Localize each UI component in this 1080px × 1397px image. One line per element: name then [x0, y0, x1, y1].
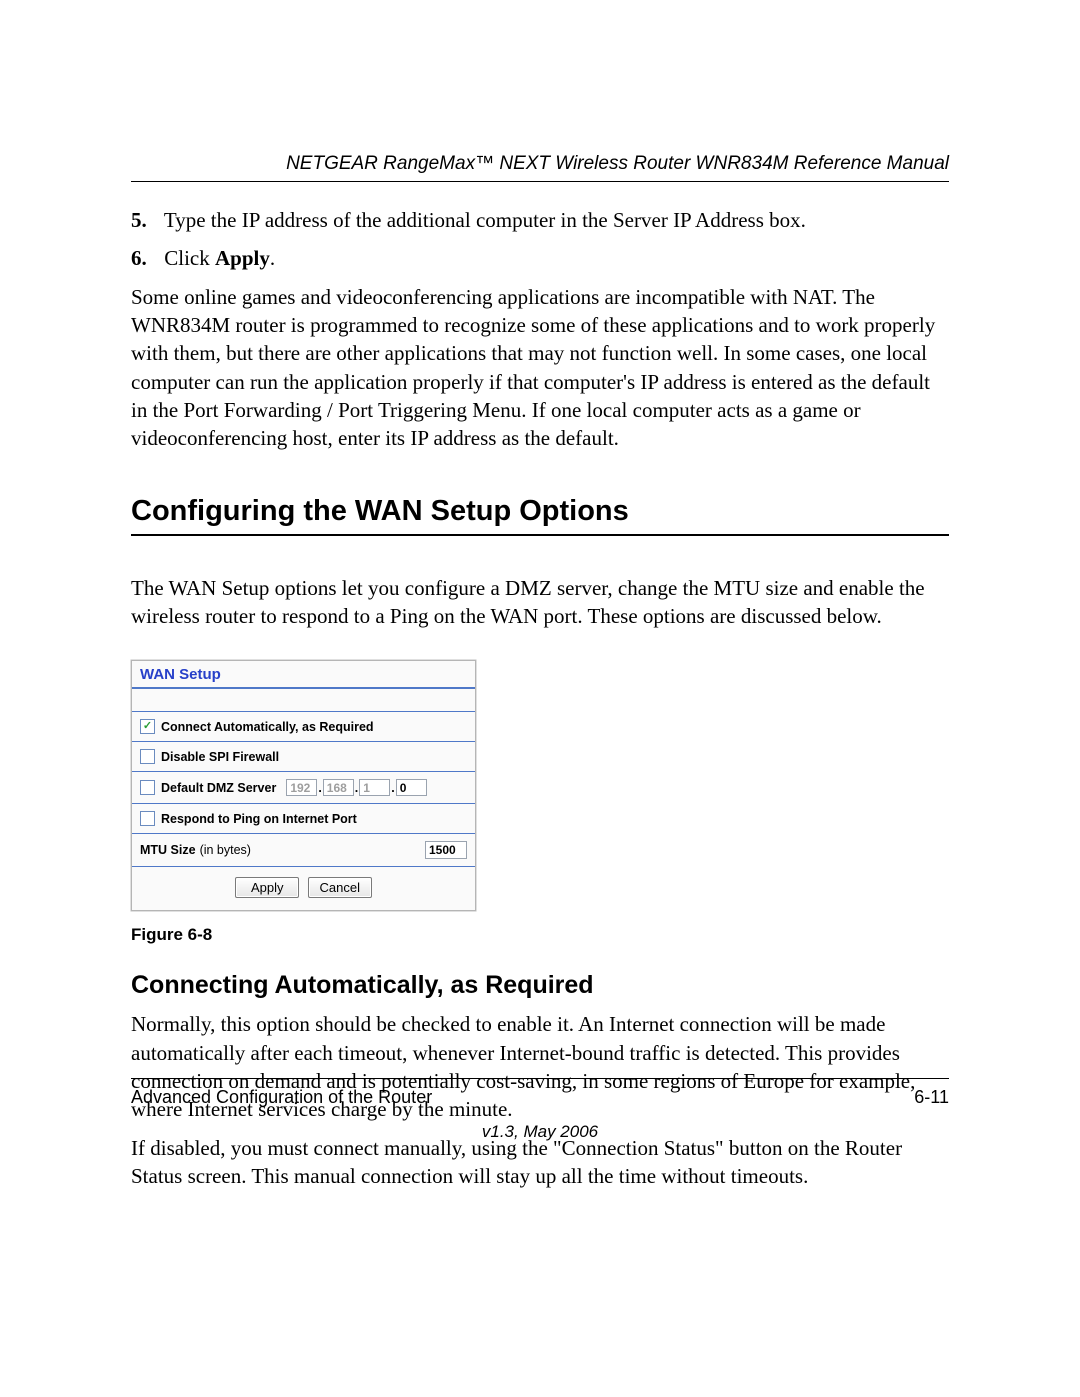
dmz-ip-octet-1[interactable]: 192 [286, 779, 317, 796]
heading-connect-auto: Connecting Automatically, as Required [131, 971, 949, 1000]
ip-dot: . [391, 781, 394, 795]
footer-rule [131, 1078, 949, 1079]
row-respond-ping: Respond to Ping on Internet Port [132, 803, 475, 833]
heading-wan-setup: Configuring the WAN Setup Options [131, 495, 949, 528]
ip-dot: . [355, 781, 358, 795]
dmz-ip-octet-3[interactable]: 1 [359, 779, 390, 796]
heading-rule [131, 534, 949, 536]
step-6: 6. Click Apply. [131, 244, 949, 272]
checkbox-connect-auto[interactable]: ✓ [140, 719, 155, 734]
figure-caption: Figure 6-8 [131, 925, 949, 945]
row-disable-spi: Disable SPI Firewall [132, 741, 475, 771]
wan-setup-panel: WAN Setup ✓ Connect Automatically, as Re… [131, 660, 476, 911]
footer-left: Advanced Configuration of the Router [131, 1087, 432, 1108]
document-page: NETGEAR RangeMax™ NEXT Wireless Router W… [0, 0, 1080, 1397]
label-connect-auto: Connect Automatically, as Required [161, 720, 374, 734]
label-disable-spi: Disable SPI Firewall [161, 750, 279, 764]
cancel-button[interactable]: Cancel [308, 877, 372, 898]
step-5-number: 5. [131, 206, 159, 234]
label-mtu: MTU Size [140, 843, 196, 857]
input-mtu[interactable]: 1500 [425, 841, 467, 859]
button-row: Apply Cancel [132, 866, 475, 910]
dmz-ip-octet-4[interactable]: 0 [396, 779, 427, 796]
dmz-ip-group: 192. 168. 1. 0 [286, 779, 426, 796]
header-title: NETGEAR RangeMax™ NEXT Wireless Router W… [131, 153, 949, 175]
apply-button[interactable]: Apply [235, 877, 299, 898]
paragraph-nat-note: Some online games and videoconferencing … [131, 283, 949, 453]
step-5-text: Type the IP address of the additional co… [164, 208, 806, 232]
paragraph-connect-auto-2: If disabled, you must connect manually, … [131, 1134, 949, 1191]
wan-panel-spacer [132, 689, 475, 711]
wan-panel-title: WAN Setup [132, 661, 475, 689]
footer-line: Advanced Configuration of the Router 6-1… [131, 1087, 949, 1108]
footer-version: v1.3, May 2006 [131, 1122, 949, 1142]
row-dmz-server: Default DMZ Server 192. 168. 1. 0 [132, 771, 475, 803]
checkbox-dmz[interactable] [140, 780, 155, 795]
step-6-apply: Apply [215, 246, 270, 270]
paragraph-wan-intro: The WAN Setup options let you configure … [131, 574, 949, 631]
checkbox-ping[interactable] [140, 811, 155, 826]
label-ping: Respond to Ping on Internet Port [161, 812, 357, 826]
footer-right: 6-11 [914, 1087, 949, 1108]
page-footer: Advanced Configuration of the Router 6-1… [131, 1078, 949, 1142]
step-6-prefix: Click [164, 246, 215, 270]
step-6-number: 6. [131, 244, 159, 272]
label-dmz: Default DMZ Server [161, 781, 276, 795]
checkbox-disable-spi[interactable] [140, 749, 155, 764]
row-mtu: MTU Size (in bytes) 1500 [132, 833, 475, 866]
step-5: 5. Type the IP address of the additional… [131, 206, 949, 234]
label-mtu-unit: (in bytes) [200, 843, 251, 857]
row-connect-auto: ✓ Connect Automatically, as Required [132, 711, 475, 741]
step-6-suffix: . [270, 246, 275, 270]
ip-dot: . [318, 781, 321, 795]
dmz-ip-octet-2[interactable]: 168 [323, 779, 354, 796]
header-rule [131, 181, 949, 182]
